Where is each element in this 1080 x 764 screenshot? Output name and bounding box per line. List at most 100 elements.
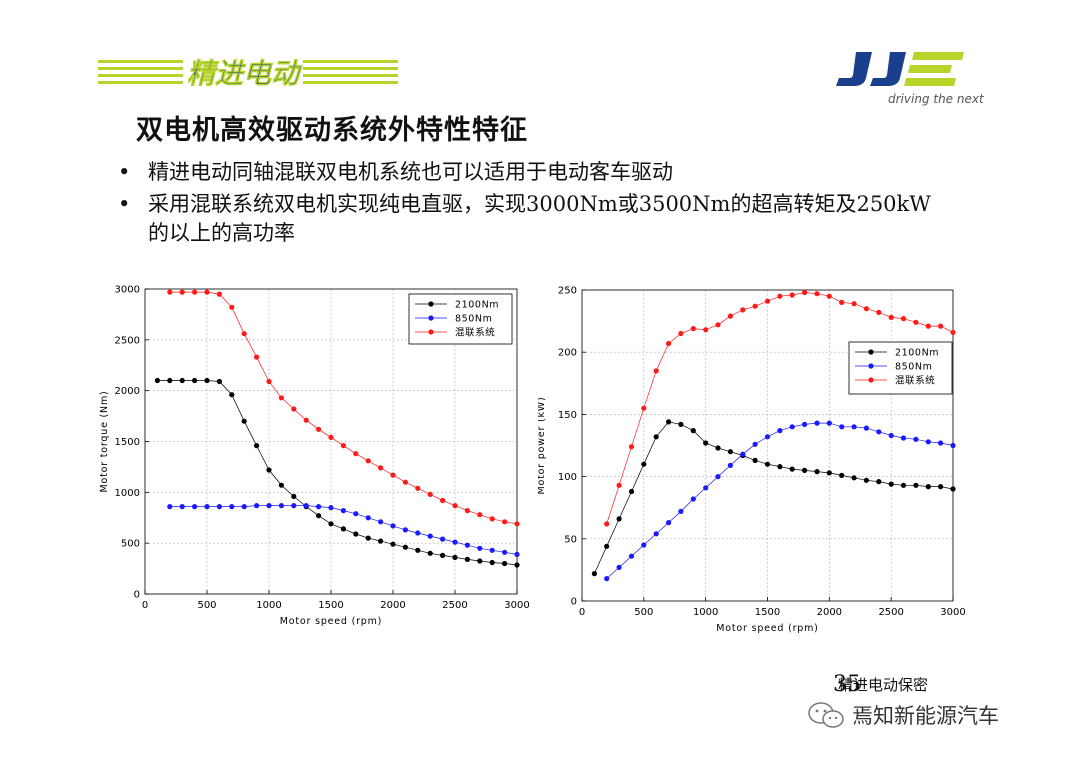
data-point — [266, 378, 272, 385]
y-tick-label: 250 — [558, 286, 577, 297]
data-point — [502, 560, 508, 567]
data-point — [378, 465, 384, 471]
data-point — [266, 467, 272, 473]
data-point — [752, 441, 758, 447]
data-point — [303, 503, 309, 509]
data-point — [678, 421, 684, 427]
y-tick-label: 200 — [558, 348, 577, 359]
y-axis-label: Motor power (kW) — [538, 397, 547, 495]
data-point — [839, 424, 845, 430]
data-point — [690, 326, 696, 332]
data-point — [950, 442, 956, 449]
bullet-list: • 精进电动同轴混联双电机系统也可以适用于电动客车驱动 • 采用混联系统双电机实… — [118, 158, 1018, 248]
data-point — [502, 549, 508, 555]
data-point — [254, 354, 260, 360]
data-point — [690, 428, 696, 434]
data-point — [328, 505, 334, 511]
data-point — [502, 519, 508, 525]
y-tick-label: 3000 — [115, 285, 140, 296]
y-tick-label: 150 — [558, 410, 577, 421]
data-point — [427, 491, 433, 497]
data-point — [950, 329, 956, 335]
x-tick-label: 1500 — [318, 600, 343, 611]
slide-title: 双电机高效驱动系统外特性特征 — [136, 115, 528, 146]
data-point — [715, 474, 721, 480]
data-point — [316, 426, 322, 432]
data-point — [254, 443, 260, 449]
data-point — [365, 515, 371, 521]
page-number: 35 — [833, 672, 861, 697]
x-tick-label: 2500 — [878, 607, 903, 618]
data-point — [740, 451, 746, 457]
data-point — [653, 368, 659, 374]
data-point — [900, 316, 907, 322]
data-point — [727, 313, 733, 319]
data-point — [365, 535, 371, 541]
data-point — [353, 511, 359, 517]
data-point — [900, 482, 907, 488]
data-point — [641, 405, 647, 411]
data-point — [464, 508, 470, 514]
y-tick-label: 0 — [571, 597, 577, 608]
data-point — [777, 428, 783, 434]
data-point — [789, 292, 795, 298]
data-point — [204, 289, 210, 295]
data-point — [740, 307, 746, 313]
x-tick-label: 500 — [634, 607, 653, 618]
data-point — [777, 293, 783, 299]
legend-marker — [868, 363, 874, 369]
x-tick-label: 3000 — [940, 607, 965, 618]
y-tick-label: 1500 — [115, 437, 140, 448]
data-point — [591, 571, 597, 577]
data-point — [703, 440, 709, 446]
data-point — [167, 377, 173, 384]
data-point — [888, 314, 894, 320]
series-line — [157, 380, 518, 566]
x-tick-label: 1000 — [256, 600, 281, 611]
data-point — [913, 436, 919, 442]
data-point — [328, 521, 334, 527]
data-point — [900, 435, 907, 441]
legend-label: 850Nm — [455, 314, 493, 325]
data-point — [452, 554, 458, 560]
data-point — [666, 520, 672, 526]
bullet-item: • 精进电动同轴混联双电机系统也可以适用于电动客车驱动 — [118, 158, 1018, 187]
y-tick-label: 100 — [558, 472, 577, 483]
x-tick-label: 1500 — [755, 607, 780, 618]
data-point — [789, 424, 795, 430]
data-point — [241, 418, 247, 424]
data-point — [863, 477, 869, 483]
data-point — [328, 434, 334, 440]
data-point — [752, 303, 758, 309]
logo-left-text: 精进电动 — [187, 57, 303, 90]
data-point — [216, 504, 222, 510]
data-point — [851, 301, 857, 307]
data-point — [477, 545, 483, 551]
data-point — [291, 503, 297, 509]
data-point — [278, 503, 284, 509]
data-point — [316, 504, 322, 510]
y-axis-label: Motor torque (Nm) — [99, 390, 110, 492]
x-axis-label: Motor speed (rpm) — [716, 623, 818, 634]
y-tick-label: 1000 — [115, 488, 140, 499]
series-line — [594, 421, 954, 574]
bullet-marker: • — [118, 160, 131, 184]
torque-chart: 0 500 1000 1500 2000 2500 3000 0 500 1000 1500 2000… — [99, 285, 530, 628]
data-point — [764, 461, 771, 467]
x-tick-label: 2000 — [817, 607, 842, 618]
data-point — [802, 421, 808, 427]
bullet-text: 采用混联系统双电机实现纯电直驱，实现3000Nm或3500Nm的超高转矩及250… — [148, 192, 931, 245]
data-point — [839, 299, 845, 305]
data-point — [851, 424, 857, 430]
data-point — [167, 289, 173, 295]
data-point — [666, 419, 672, 425]
data-point — [316, 513, 322, 519]
data-point — [489, 559, 495, 566]
data-point — [703, 327, 709, 333]
x-tick-label: 3000 — [504, 600, 529, 611]
data-point — [715, 322, 721, 328]
data-point — [628, 488, 635, 495]
watermark: 焉知新能源汽车 — [806, 700, 999, 730]
data-point — [604, 543, 610, 549]
data-point — [378, 519, 384, 525]
